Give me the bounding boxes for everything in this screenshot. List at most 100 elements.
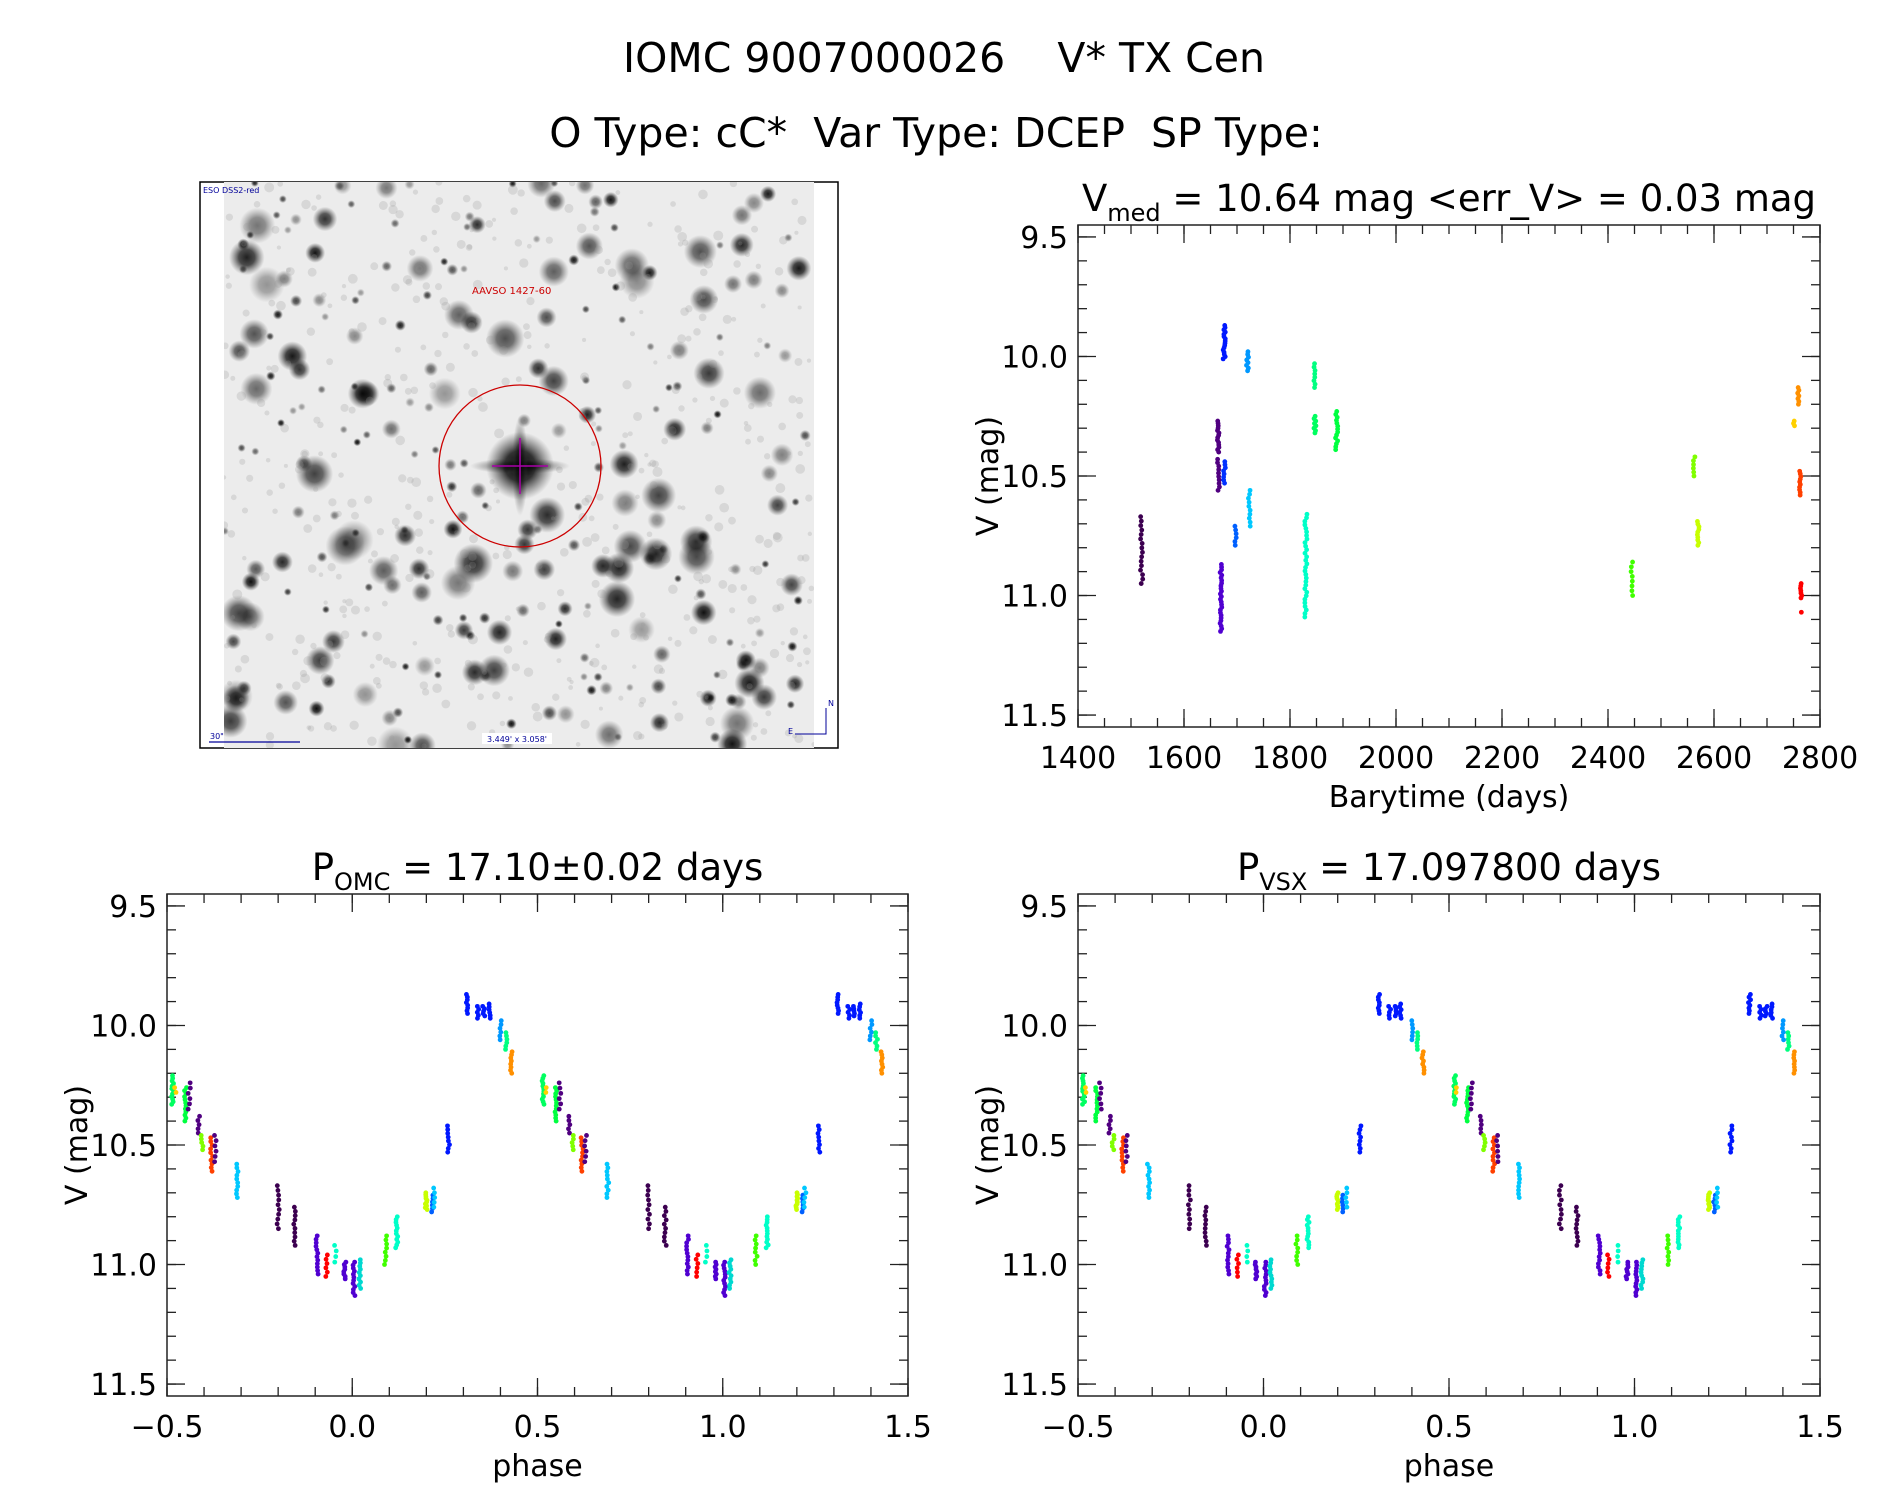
star	[683, 234, 717, 269]
star	[353, 438, 362, 447]
data-point	[333, 1254, 339, 1259]
noise-speck	[515, 606, 521, 612]
data-point	[1120, 1168, 1126, 1174]
data-point	[1082, 1085, 1088, 1091]
data-point	[1558, 1183, 1564, 1189]
noise-speck	[382, 657, 391, 665]
data-point	[727, 1286, 733, 1291]
noise-speck	[503, 645, 513, 654]
star	[409, 732, 436, 748]
noise-speck	[434, 657, 441, 665]
noise-speck	[772, 604, 781, 613]
data-point	[1714, 1185, 1720, 1191]
star	[715, 241, 724, 250]
noise-speck	[795, 464, 806, 474]
data-point	[1098, 1085, 1104, 1091]
noise-speck	[718, 350, 724, 356]
noise-speck	[482, 670, 487, 675]
data-point	[323, 1265, 329, 1271]
noise-speck	[301, 450, 308, 458]
data-point	[566, 1126, 571, 1132]
noise-speck	[740, 643, 746, 649]
data-point	[1597, 1240, 1603, 1246]
title-value: = 17.097800 days	[1307, 846, 1661, 889]
data-points	[1138, 323, 1805, 634]
data-point	[606, 1180, 612, 1186]
star	[465, 630, 476, 641]
noise-speck	[300, 449, 310, 459]
star	[598, 580, 636, 618]
data-point	[292, 1243, 298, 1248]
data-point	[694, 1265, 700, 1271]
noise-speck	[685, 335, 692, 342]
noise-speck	[434, 283, 442, 291]
data-point	[815, 1130, 821, 1136]
noise-speck	[580, 372, 590, 382]
data-point	[212, 1154, 218, 1159]
data-point	[1606, 1256, 1612, 1262]
star	[557, 601, 573, 617]
star	[657, 543, 669, 555]
star	[516, 603, 530, 618]
data-point	[1633, 1293, 1639, 1298]
data-point	[802, 1185, 807, 1191]
noise-speck	[246, 474, 254, 482]
star	[248, 266, 285, 303]
noise-speck	[394, 524, 399, 530]
data-point	[208, 1165, 214, 1170]
data-point	[1303, 575, 1309, 581]
star	[538, 256, 569, 287]
data-point	[815, 1123, 821, 1129]
noise-speck	[645, 273, 651, 280]
data-point	[1234, 1265, 1240, 1271]
data-point	[1517, 1165, 1522, 1171]
data-point	[663, 1209, 669, 1214]
data-point	[382, 1249, 388, 1255]
star	[433, 670, 443, 680]
star	[241, 572, 260, 591]
data-point	[1558, 1197, 1564, 1203]
star	[591, 554, 615, 578]
noise-speck	[404, 387, 412, 395]
noise-speck	[532, 711, 543, 722]
y-tick-label: 9.5	[1020, 221, 1068, 256]
noise-speck	[340, 403, 349, 412]
data-point	[1202, 1234, 1208, 1240]
star	[271, 551, 293, 573]
noise-speck	[774, 267, 784, 276]
plot-title: PVSX = 17.097800 days	[1237, 846, 1661, 896]
noise-speck	[472, 279, 483, 290]
data-point	[570, 1133, 576, 1138]
noise-speck	[731, 316, 737, 322]
star	[291, 505, 305, 519]
data-point	[1226, 1236, 1231, 1242]
data-point	[1187, 1221, 1193, 1227]
noise-speck	[526, 297, 535, 306]
data-point	[685, 1233, 691, 1239]
data-point	[1398, 1015, 1404, 1021]
data-point	[352, 1293, 358, 1298]
noise-speck	[341, 283, 347, 289]
data-point	[1478, 1122, 1484, 1128]
noise-speck	[265, 740, 274, 748]
noise-speck	[295, 634, 305, 644]
star	[761, 560, 770, 569]
noise-speck	[485, 220, 494, 228]
noise-speck	[531, 702, 540, 712]
x-tick-label: 2400	[1570, 741, 1646, 776]
title-symbol: V	[1082, 177, 1107, 220]
noise-speck	[578, 408, 586, 415]
data-point	[1780, 1018, 1786, 1024]
noise-speck	[503, 266, 508, 271]
noise-speck	[607, 268, 617, 277]
star	[575, 182, 595, 195]
noise-speck	[788, 395, 797, 404]
star	[453, 543, 494, 584]
data-point	[1358, 1134, 1363, 1140]
data-point	[323, 1256, 329, 1262]
noise-speck	[391, 517, 400, 526]
data-point	[393, 1245, 399, 1251]
data-point	[1247, 511, 1253, 517]
noise-speck	[643, 634, 649, 641]
noise-speck	[544, 632, 552, 640]
